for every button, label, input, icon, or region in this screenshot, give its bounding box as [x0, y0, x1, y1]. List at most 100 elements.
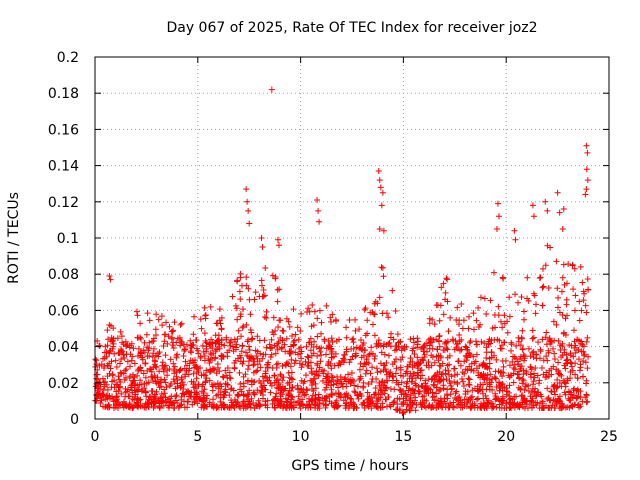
data-point	[155, 397, 162, 404]
data-point	[298, 348, 305, 355]
data-point	[187, 357, 194, 364]
data-point	[272, 327, 279, 334]
data-point	[232, 302, 239, 309]
data-point	[174, 377, 181, 384]
x-tick-label: 5	[193, 429, 202, 445]
data-point	[255, 397, 262, 404]
data-point	[564, 280, 571, 287]
data-point	[114, 393, 121, 400]
data-point	[559, 274, 566, 281]
data-point	[289, 332, 296, 339]
data-point	[565, 395, 572, 402]
data-point	[332, 390, 339, 397]
data-point	[246, 387, 253, 394]
data-point	[214, 380, 221, 387]
data-point	[362, 347, 369, 354]
data-point	[283, 315, 290, 322]
data-point	[371, 355, 378, 362]
x-tick-label: 20	[497, 429, 515, 445]
data-point	[308, 381, 315, 388]
data-point	[500, 339, 507, 346]
data-point	[352, 327, 359, 334]
data-point	[242, 405, 249, 412]
data-point	[492, 392, 499, 399]
data-point	[327, 382, 334, 389]
data-point	[456, 317, 463, 324]
data-point	[540, 265, 547, 272]
data-point	[152, 378, 159, 385]
data-point	[492, 375, 499, 382]
data-point	[358, 354, 365, 361]
data-point	[400, 373, 407, 380]
data-point	[543, 329, 550, 336]
data-point	[92, 397, 99, 404]
data-point	[437, 395, 444, 402]
data-point	[584, 149, 591, 156]
data-point	[368, 405, 375, 412]
data-point	[297, 405, 304, 412]
data-point	[562, 391, 569, 398]
data-point	[318, 352, 325, 359]
data-point	[552, 391, 559, 398]
data-point	[210, 396, 217, 403]
data-point	[192, 337, 199, 344]
data-point	[533, 401, 540, 408]
data-point	[288, 356, 295, 363]
data-point	[519, 392, 526, 399]
data-point	[129, 387, 136, 394]
data-point	[444, 362, 451, 369]
data-point	[519, 327, 526, 334]
data-point	[161, 390, 168, 397]
data-point	[279, 377, 286, 384]
data-point	[555, 359, 562, 366]
data-point	[224, 374, 231, 381]
data-point	[190, 331, 197, 338]
data-point	[206, 399, 213, 406]
data-point	[394, 406, 401, 413]
data-point	[309, 302, 316, 309]
data-point	[497, 318, 504, 325]
data-point	[318, 330, 325, 337]
data-point	[105, 401, 112, 408]
data-point	[181, 365, 188, 372]
data-point	[376, 294, 383, 301]
data-point	[328, 348, 335, 355]
data-point	[142, 389, 149, 396]
data-point	[490, 404, 497, 411]
data-point	[144, 310, 151, 317]
data-point	[554, 376, 561, 383]
data-point	[218, 325, 225, 332]
data-point	[497, 345, 504, 352]
data-point	[132, 391, 139, 398]
data-point	[144, 344, 151, 351]
data-point	[429, 354, 436, 361]
data-point	[554, 384, 561, 391]
data-point	[519, 399, 526, 406]
data-point	[166, 323, 173, 330]
data-point	[128, 384, 135, 391]
data-point	[234, 335, 241, 342]
data-point	[483, 310, 490, 317]
data-point	[195, 381, 202, 388]
data-point	[106, 370, 113, 377]
data-point	[559, 225, 566, 232]
data-point	[169, 342, 176, 349]
data-point	[495, 303, 502, 310]
data-point	[477, 381, 484, 388]
data-point	[583, 377, 590, 384]
data-point	[139, 356, 146, 363]
data-point	[415, 338, 422, 345]
data-point	[275, 339, 282, 346]
data-point	[239, 343, 246, 350]
data-point	[563, 296, 570, 303]
data-point	[504, 388, 511, 395]
data-point	[226, 392, 233, 399]
data-point	[328, 354, 335, 361]
data-point	[330, 381, 337, 388]
data-point	[386, 339, 393, 346]
data-point	[562, 331, 569, 338]
data-point	[130, 377, 137, 384]
data-point	[257, 350, 264, 357]
data-point	[576, 367, 583, 374]
